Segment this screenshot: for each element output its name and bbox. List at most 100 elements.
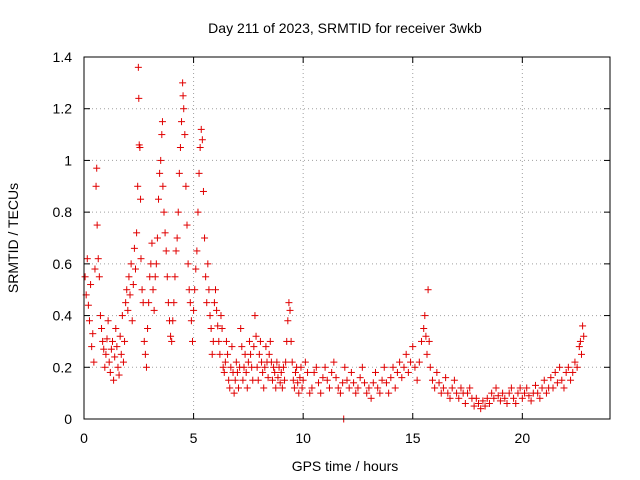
data-point — [400, 363, 408, 371]
data-point — [276, 379, 284, 387]
data-point — [184, 260, 192, 268]
data-point — [356, 374, 364, 382]
data-point — [514, 389, 522, 397]
data-point — [531, 381, 539, 389]
data-point — [418, 337, 426, 345]
data-point — [180, 105, 188, 113]
data-point — [274, 374, 282, 382]
data-point — [479, 397, 487, 405]
data-point — [201, 234, 209, 242]
data-point — [523, 384, 531, 392]
data-point — [227, 363, 235, 371]
data-point — [485, 399, 493, 407]
data-point — [534, 389, 542, 397]
data-point — [450, 376, 458, 384]
data-point — [214, 322, 222, 330]
data-point — [453, 389, 461, 397]
data-point — [477, 405, 485, 413]
data-point — [332, 374, 340, 382]
data-point — [252, 332, 260, 340]
data-point — [224, 350, 232, 358]
data-point — [107, 345, 115, 353]
data-point — [218, 325, 226, 332]
data-points — [81, 63, 588, 423]
data-point — [212, 286, 219, 294]
data-point — [339, 379, 347, 387]
data-point — [95, 273, 103, 281]
data-point — [409, 343, 417, 351]
data-point — [140, 337, 148, 345]
data-point — [382, 379, 390, 387]
data-point — [363, 389, 371, 397]
data-point — [127, 260, 135, 268]
data-point — [569, 368, 577, 376]
data-point — [100, 345, 108, 353]
data-point — [336, 389, 344, 397]
data-point — [225, 376, 233, 384]
data-point — [256, 337, 264, 345]
data-point — [176, 144, 184, 151]
data-point — [510, 394, 518, 402]
data-point — [261, 363, 269, 371]
data-point — [343, 376, 351, 384]
data-point — [118, 312, 126, 320]
data-point — [150, 306, 158, 314]
data-point — [536, 394, 544, 402]
data-point — [199, 187, 207, 195]
data-point — [222, 337, 230, 345]
data-point — [525, 392, 533, 400]
data-point — [129, 281, 137, 289]
data-point — [540, 376, 548, 384]
data-point — [281, 376, 289, 384]
data-point — [328, 368, 336, 376]
data-point — [345, 384, 353, 392]
data-point — [110, 376, 118, 384]
data-point — [144, 325, 152, 332]
data-point — [121, 337, 129, 345]
data-point — [102, 350, 110, 358]
data-point — [516, 384, 524, 392]
data-point — [538, 384, 546, 392]
data-point — [242, 368, 250, 376]
data-point — [579, 322, 587, 330]
data-point — [341, 363, 349, 371]
data-point — [442, 374, 450, 382]
data-point — [158, 118, 166, 126]
data-point — [490, 394, 498, 402]
data-point — [230, 389, 238, 397]
data-point — [437, 389, 445, 397]
data-point — [424, 286, 432, 294]
data-point — [96, 312, 104, 320]
data-point — [101, 363, 109, 371]
data-point — [455, 394, 463, 402]
data-point — [580, 332, 588, 340]
x-tick-label: 0 — [80, 430, 88, 446]
y-tick-label: 0.2 — [53, 359, 73, 375]
data-point — [435, 379, 443, 387]
data-point — [378, 376, 386, 384]
data-point — [413, 376, 421, 384]
data-point — [272, 384, 280, 392]
data-point — [254, 376, 262, 384]
x-axis-label: GPS time / hours — [292, 458, 399, 474]
data-point — [240, 363, 248, 371]
data-point — [319, 374, 327, 382]
data-point — [562, 368, 570, 376]
data-point — [558, 376, 566, 384]
data-point — [255, 350, 263, 358]
data-point — [288, 358, 296, 366]
data-point — [192, 265, 200, 273]
data-point — [556, 363, 564, 371]
data-point — [446, 394, 454, 402]
data-point — [190, 306, 198, 314]
y-tick-label: 0 — [64, 411, 72, 427]
y-tick-label: 1.4 — [53, 49, 73, 65]
data-point — [132, 265, 140, 273]
data-point — [277, 368, 285, 376]
data-point — [325, 384, 333, 392]
data-point — [94, 255, 102, 263]
data-point — [273, 358, 281, 366]
data-point — [472, 394, 480, 402]
data-point — [507, 384, 515, 392]
data-point — [287, 337, 295, 345]
